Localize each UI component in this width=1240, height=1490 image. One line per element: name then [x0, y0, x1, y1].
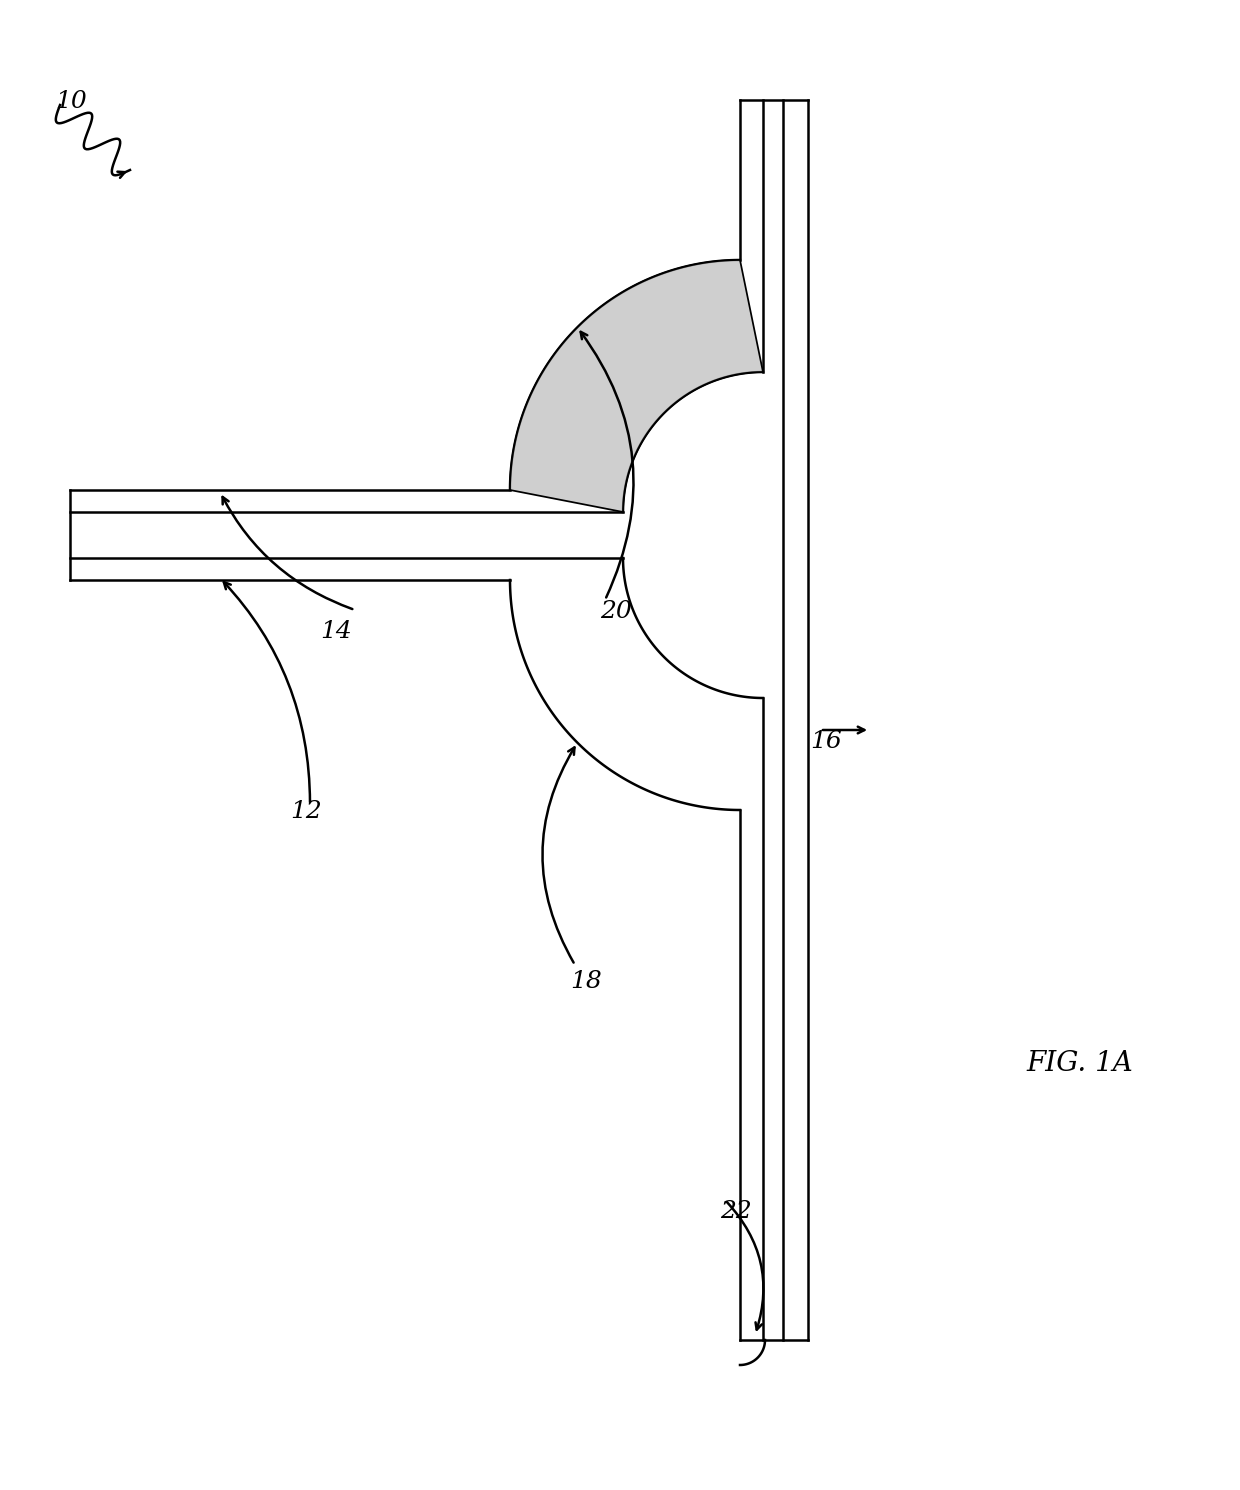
- Text: FIG. 1A: FIG. 1A: [1027, 1050, 1133, 1077]
- Text: 10: 10: [55, 89, 87, 113]
- Polygon shape: [510, 259, 763, 513]
- Text: 14: 14: [320, 620, 352, 644]
- Text: 20: 20: [600, 600, 631, 623]
- Text: 12: 12: [290, 800, 321, 822]
- Text: 16: 16: [810, 730, 842, 752]
- Text: 22: 22: [720, 1199, 751, 1223]
- Text: 18: 18: [570, 970, 601, 992]
